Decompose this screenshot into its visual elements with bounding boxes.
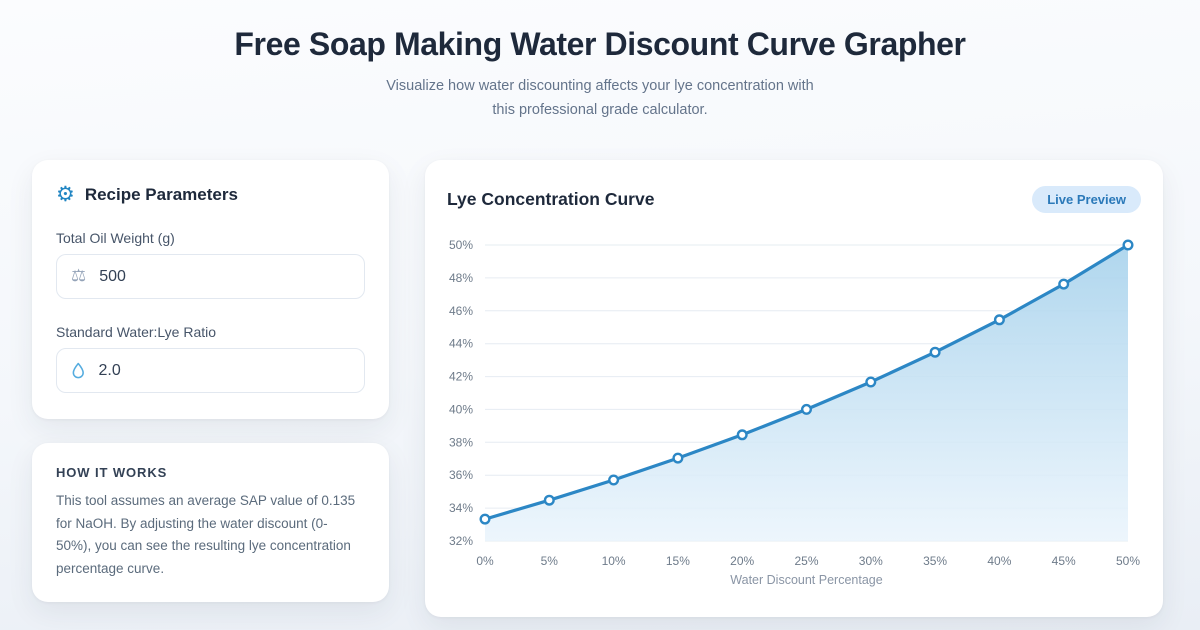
page-title: Free Soap Making Water Discount Curve Gr… [234,26,966,62]
water-lye-ratio-input-wrap [56,348,365,393]
x-tick-label: 5% [541,554,559,568]
x-tick-label: 0% [476,554,494,568]
y-tick-label: 38% [449,435,473,449]
oil-weight-input[interactable] [97,266,350,287]
y-tick-label: 42% [449,370,473,384]
water-lye-ratio-label: Standard Water:Lye Ratio [56,324,217,340]
how-it-works-title: HOW IT WORKS [56,465,168,480]
x-axis-title: Water Discount Percentage [730,573,882,587]
droplet-icon [72,362,84,379]
x-tick-label: 20% [730,554,754,568]
left-column: ⚙ Recipe Parameters Total Oil Weight (g)… [32,160,389,602]
lye-curve-card: Lye Concentration Curve Live Preview 32%… [425,160,1163,617]
data-point[interactable] [865,376,877,388]
oil-weight-input-wrap: ⚖ [56,254,365,299]
x-tick-label: 40% [987,554,1011,568]
y-tick-label: 50% [449,238,473,252]
recipe-parameters-header: ⚙ Recipe Parameters [56,184,365,205]
y-tick-label: 34% [449,501,473,515]
x-tick-label: 15% [666,554,690,568]
data-point[interactable] [993,314,1005,326]
data-point[interactable] [929,346,941,358]
data-point[interactable] [672,452,684,464]
page-header: Free Soap Making Water Discount Curve Gr… [0,0,1200,122]
x-tick-label: 30% [859,554,883,568]
x-tick-label: 10% [602,554,626,568]
lye-concentration-chart[interactable]: 32% 34% 36% 38% 40% 42% 44% 46% 48% 50% 0% 5% 10% 15%… [447,227,1141,592]
x-tick-label: 45% [1052,554,1076,568]
x-tick-label: 50% [1116,554,1140,568]
y-tick-label: 44% [449,337,473,351]
chart-header: Lye Concentration Curve Live Preview [447,186,1141,213]
data-point[interactable] [608,474,620,486]
x-tick-label: 25% [794,554,818,568]
page-subtitle-line-2: this professional grade calculator. [492,102,708,118]
y-tick-label: 32% [449,534,473,548]
oil-weight-label: Total Oil Weight (g) [56,230,175,246]
y-tick-label: 48% [449,271,473,285]
page-subtitle: Visualize how water discounting affects … [0,74,1200,122]
how-it-works-card: HOW IT WORKS This tool assumes an averag… [32,443,389,602]
y-tick-label: 40% [449,402,473,416]
how-it-works-body: This tool assumes an average SAP value o… [56,493,356,576]
y-tick-label: 36% [449,468,473,482]
curve-area [485,245,1128,541]
data-point[interactable] [479,513,491,525]
data-point[interactable] [543,494,555,506]
data-point[interactable] [1058,278,1070,290]
recipe-parameters-card: ⚙ Recipe Parameters Total Oil Weight (g)… [32,160,389,419]
water-lye-ratio-input[interactable] [96,360,350,381]
data-point[interactable] [1122,239,1134,251]
recipe-parameters-title: Recipe Parameters [84,184,238,204]
live-preview-badge: Live Preview [1032,186,1141,213]
page-subtitle-line-1: Visualize how water discounting affects … [386,78,814,94]
chart-title: Lye Concentration Curve [447,189,655,209]
x-tick-label: 35% [923,554,947,568]
y-tick-label: 46% [449,304,473,318]
data-point[interactable] [801,403,813,415]
gear-icon: ⚙ [56,182,75,206]
data-point[interactable] [736,429,748,441]
scale-icon: ⚖ [71,266,87,286]
